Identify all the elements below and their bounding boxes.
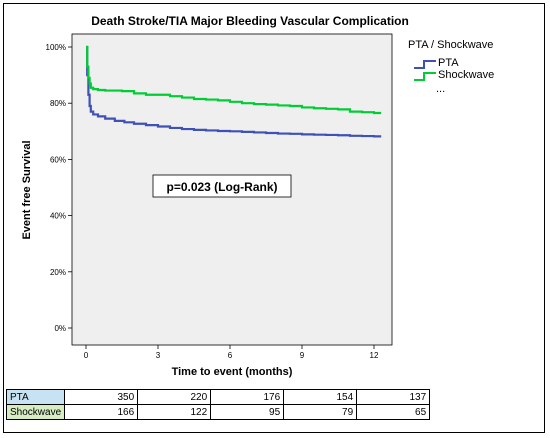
- x-tick-label: 6: [228, 351, 233, 360]
- risk-table: PTA 350 220 176 154 137 Shockwave 166 122 95 79 65: [5, 389, 431, 420]
- risk-row-label: Shockwave: [5, 404, 66, 420]
- risk-row: Shockwave 166 122 95 79 65: [5, 404, 431, 420]
- y-axis-label: Event free Survival: [21, 140, 33, 239]
- legend-entry: Shockwave: [438, 69, 494, 81]
- legend-title: PTA / Shockwave: [408, 39, 493, 51]
- risk-cell: 220: [137, 389, 212, 405]
- risk-cell: 154: [283, 389, 358, 405]
- logrank-annotation: p=0.023 (Log-Rank): [166, 180, 277, 194]
- risk-cell: 79: [283, 404, 358, 420]
- risk-cell: 122: [137, 404, 212, 420]
- risk-cell: 166: [64, 404, 139, 420]
- x-tick-label: 9: [300, 351, 305, 360]
- risk-row: PTA 350 220 176 154 137: [5, 389, 431, 405]
- survival-curves: [86, 45, 382, 138]
- x-tick-label: 3: [156, 351, 161, 360]
- y-axis-ticks: 0% 20% 40% 60% 80% 100%: [46, 43, 72, 333]
- legend-entry: PTA: [438, 57, 459, 69]
- risk-cell: 95: [210, 404, 285, 420]
- series-line-pta: [86, 45, 382, 138]
- legend-extra: ...: [436, 83, 445, 95]
- x-axis-label: Time to event (months): [172, 366, 293, 378]
- y-tick-label: 0%: [54, 324, 66, 333]
- risk-row-label: PTA: [5, 389, 66, 405]
- x-tick-label: 12: [370, 351, 379, 360]
- risk-cell: 350: [64, 389, 139, 405]
- risk-cell: 176: [210, 389, 285, 405]
- legend: PTA / Shockwave PTAShockwave ...: [408, 39, 494, 95]
- series-line-shockwave: [86, 45, 382, 115]
- y-tick-label: 20%: [50, 268, 66, 277]
- risk-cell: 65: [356, 404, 431, 420]
- legend-swatch: [414, 60, 436, 69]
- y-tick-label: 100%: [46, 43, 66, 52]
- risk-cell: 137: [356, 389, 431, 405]
- x-axis-ticks: 0 3 6 9 12: [84, 345, 379, 360]
- chart-title: Death Stroke/TIA Major Bleeding Vascular…: [91, 14, 409, 28]
- x-tick-label: 0: [84, 351, 89, 360]
- y-tick-label: 80%: [50, 99, 66, 108]
- y-tick-label: 40%: [50, 212, 66, 221]
- legend-swatch: [414, 72, 436, 81]
- y-tick-label: 60%: [50, 155, 66, 164]
- annotation-box: [152, 174, 292, 198]
